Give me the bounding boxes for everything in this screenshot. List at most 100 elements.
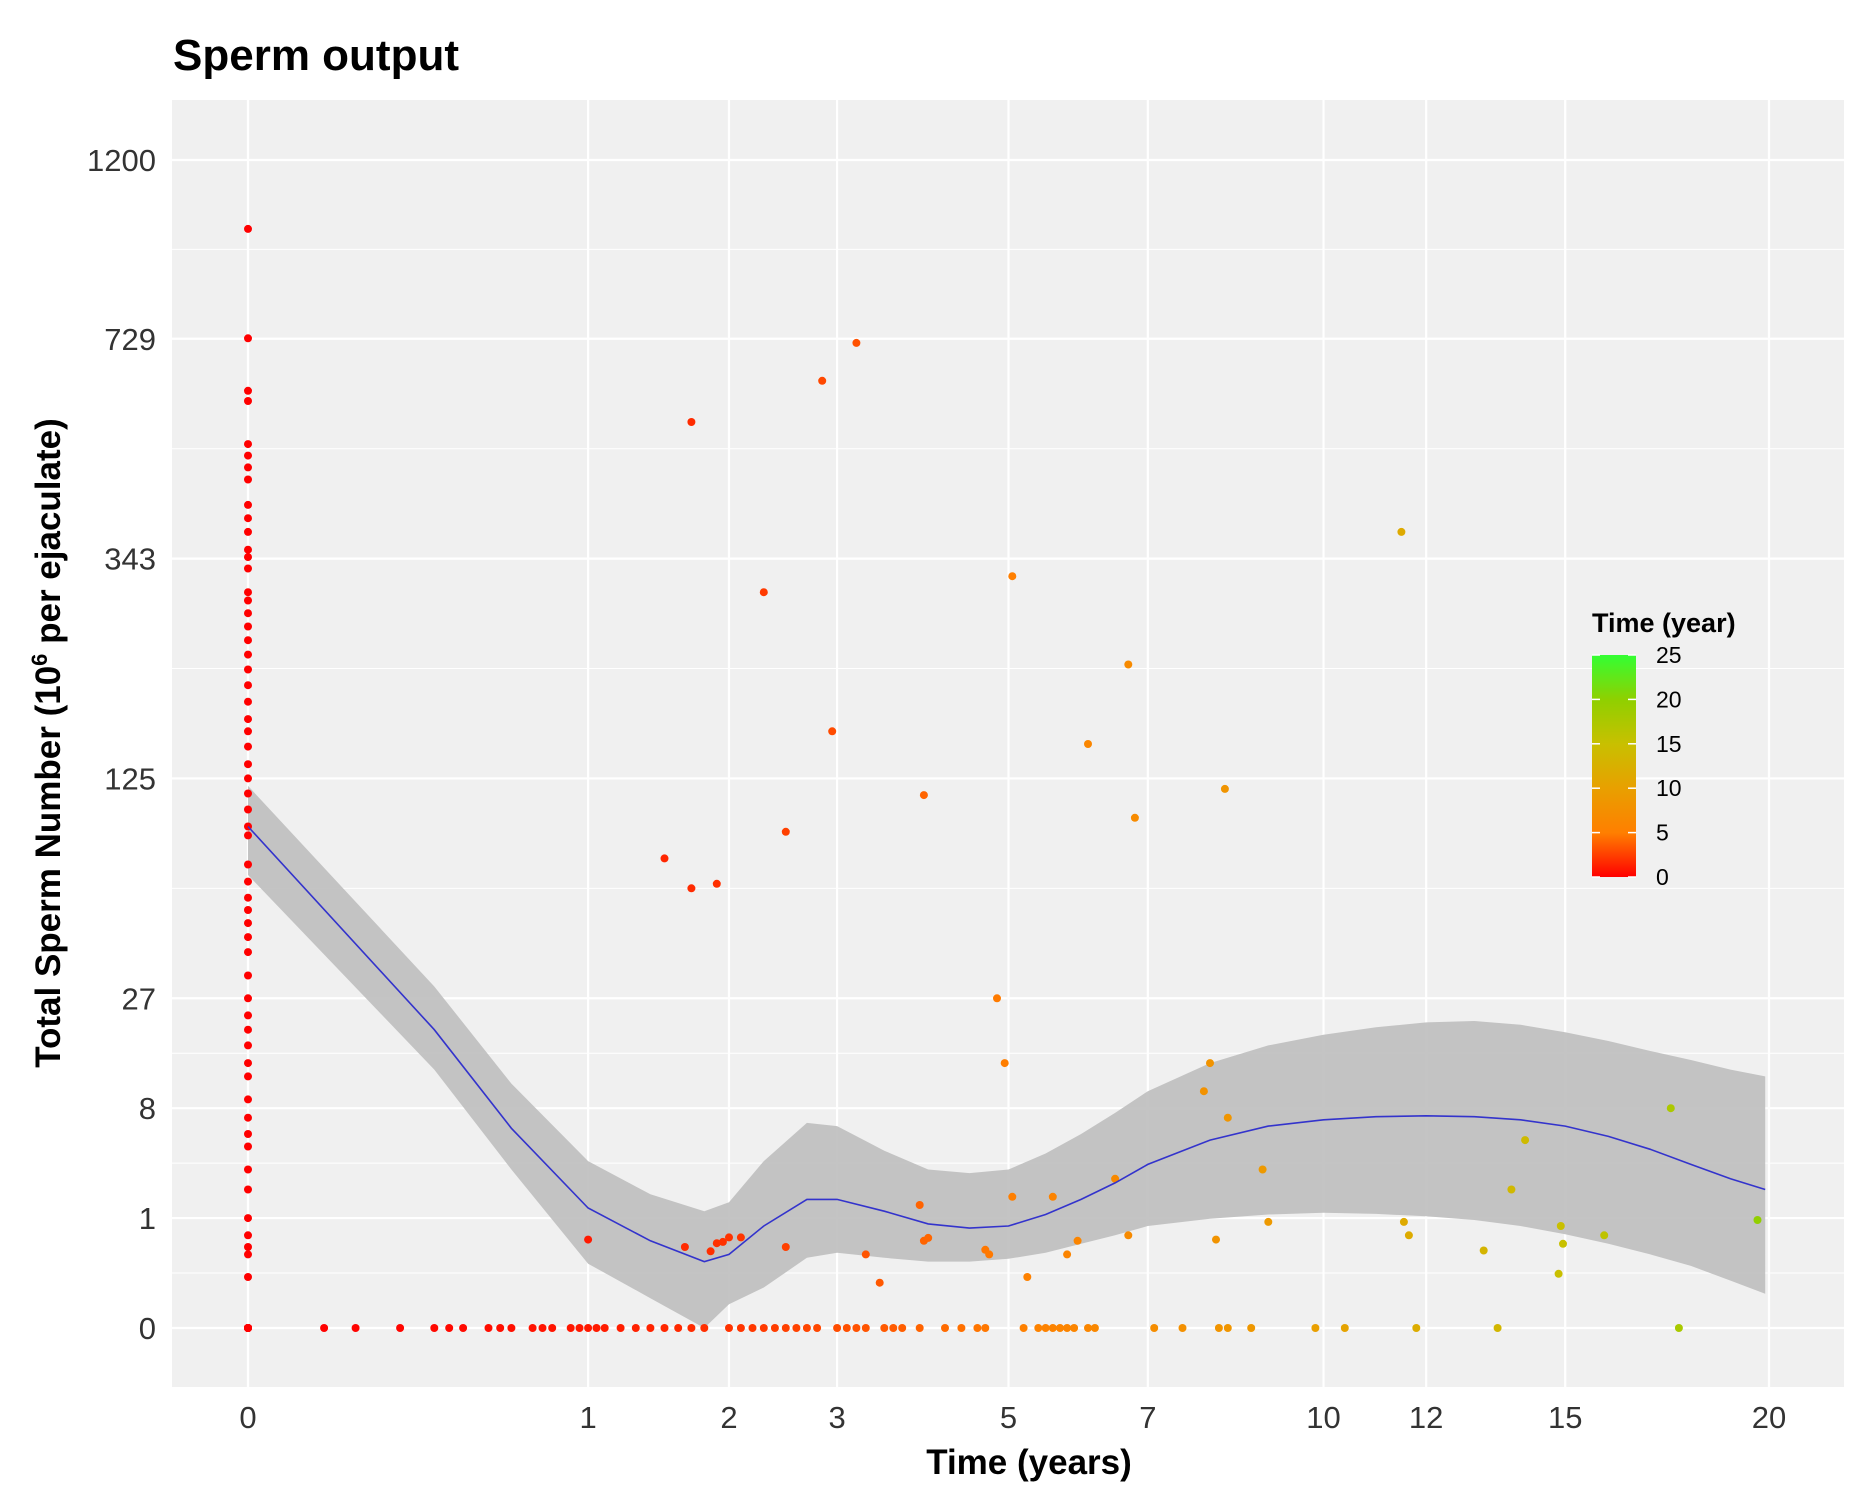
data-point (244, 715, 252, 724)
data-point (1056, 1324, 1064, 1332)
data-point (244, 994, 252, 1003)
data-point (985, 1250, 994, 1259)
data-point (244, 224, 252, 233)
data-point (1023, 1273, 1032, 1281)
data-point (430, 1324, 439, 1332)
data-point (1258, 1165, 1267, 1174)
data-point (600, 1324, 609, 1332)
data-point (244, 451, 252, 460)
data-point (244, 665, 252, 674)
data-point (1199, 1087, 1208, 1096)
data-point (244, 697, 252, 706)
data-point (1124, 1231, 1133, 1240)
data-point (244, 1273, 252, 1281)
x-tick-label: 20 (1752, 1400, 1786, 1435)
data-point (957, 1324, 966, 1332)
legend-tick-label: 15 (1656, 731, 1682, 757)
y-tick-label: 0 (139, 1311, 156, 1346)
data-point (725, 1324, 733, 1332)
data-point (244, 622, 252, 631)
data-point (351, 1324, 360, 1332)
data-point (528, 1324, 537, 1332)
data-point (244, 1324, 252, 1332)
y-axis-title-main: Total Sperm Number (10 (29, 666, 68, 1068)
data-point (575, 1324, 584, 1332)
legend-title: Time (year) (1592, 608, 1736, 638)
data-point (687, 418, 696, 426)
data-point (993, 994, 1001, 1003)
legend-tick-label: 25 (1656, 642, 1682, 668)
data-point (792, 1324, 801, 1332)
y-tick-label: 27 (122, 981, 156, 1016)
data-point (1220, 784, 1229, 793)
data-point (244, 1231, 252, 1240)
data-point (244, 877, 252, 886)
data-point (1008, 572, 1017, 581)
data-point (706, 1247, 715, 1256)
data-point (1178, 1324, 1187, 1332)
data-point (244, 609, 252, 618)
data-point (244, 514, 252, 523)
data-point (244, 553, 252, 562)
data-point (538, 1324, 547, 1332)
data-point (1214, 1324, 1223, 1332)
data-point (680, 1243, 689, 1251)
data-point (1247, 1324, 1256, 1332)
data-point (1666, 1104, 1675, 1113)
data-point (941, 1324, 949, 1332)
data-point (244, 831, 252, 840)
data-point (616, 1324, 625, 1332)
data-point (646, 1324, 655, 1332)
data-point (244, 789, 252, 798)
data-point (1090, 1324, 1099, 1332)
data-point (244, 545, 252, 554)
confidence-ribbon (248, 785, 1766, 1328)
data-point (1073, 1236, 1082, 1245)
x-tick-label: 1 (579, 1400, 596, 1435)
x-tick-label: 0 (239, 1400, 256, 1435)
y-axis-title-rest: per ejaculate) (29, 418, 68, 653)
data-point (244, 1072, 252, 1081)
data-point (770, 1324, 779, 1332)
legend-tick-label: 5 (1656, 820, 1669, 846)
data-point (244, 397, 252, 405)
data-point (496, 1324, 505, 1332)
data-point (244, 971, 252, 980)
data-point (244, 933, 252, 942)
data-point (718, 1237, 727, 1246)
data-point (915, 1324, 924, 1332)
x-tick-label: 10 (1306, 1400, 1340, 1435)
color-legend: Time (year) 0 5 10 15 20 25 (1592, 608, 1736, 890)
data-point (244, 1214, 252, 1223)
data-point (852, 1324, 861, 1332)
data-point (1223, 1113, 1232, 1122)
data-point (1212, 1235, 1220, 1244)
data-point (244, 893, 252, 902)
y-tick-label: 1 (139, 1201, 156, 1236)
data-point (244, 805, 252, 814)
data-point (915, 1201, 924, 1209)
data-point (660, 1324, 669, 1332)
smooth-line-layer (247, 825, 1766, 1263)
data-point (1600, 1231, 1609, 1240)
data-point (781, 1324, 790, 1332)
data-point (459, 1324, 468, 1332)
data-point (244, 500, 252, 509)
data-point (842, 1324, 851, 1332)
data-point (592, 1324, 601, 1332)
data-point (973, 1324, 982, 1332)
data-point (320, 1324, 329, 1332)
data-point (924, 1233, 933, 1242)
data-point (244, 1059, 252, 1068)
data-point (244, 564, 252, 573)
data-point (759, 1324, 768, 1332)
data-point (712, 1239, 721, 1248)
data-point (244, 475, 252, 484)
x-tick-label: 2 (720, 1400, 737, 1435)
data-point (781, 827, 790, 836)
data-point (1070, 1324, 1079, 1332)
data-point (244, 948, 252, 957)
x-tick-label: 3 (828, 1400, 845, 1435)
data-point (244, 334, 252, 343)
data-point (875, 1278, 884, 1287)
